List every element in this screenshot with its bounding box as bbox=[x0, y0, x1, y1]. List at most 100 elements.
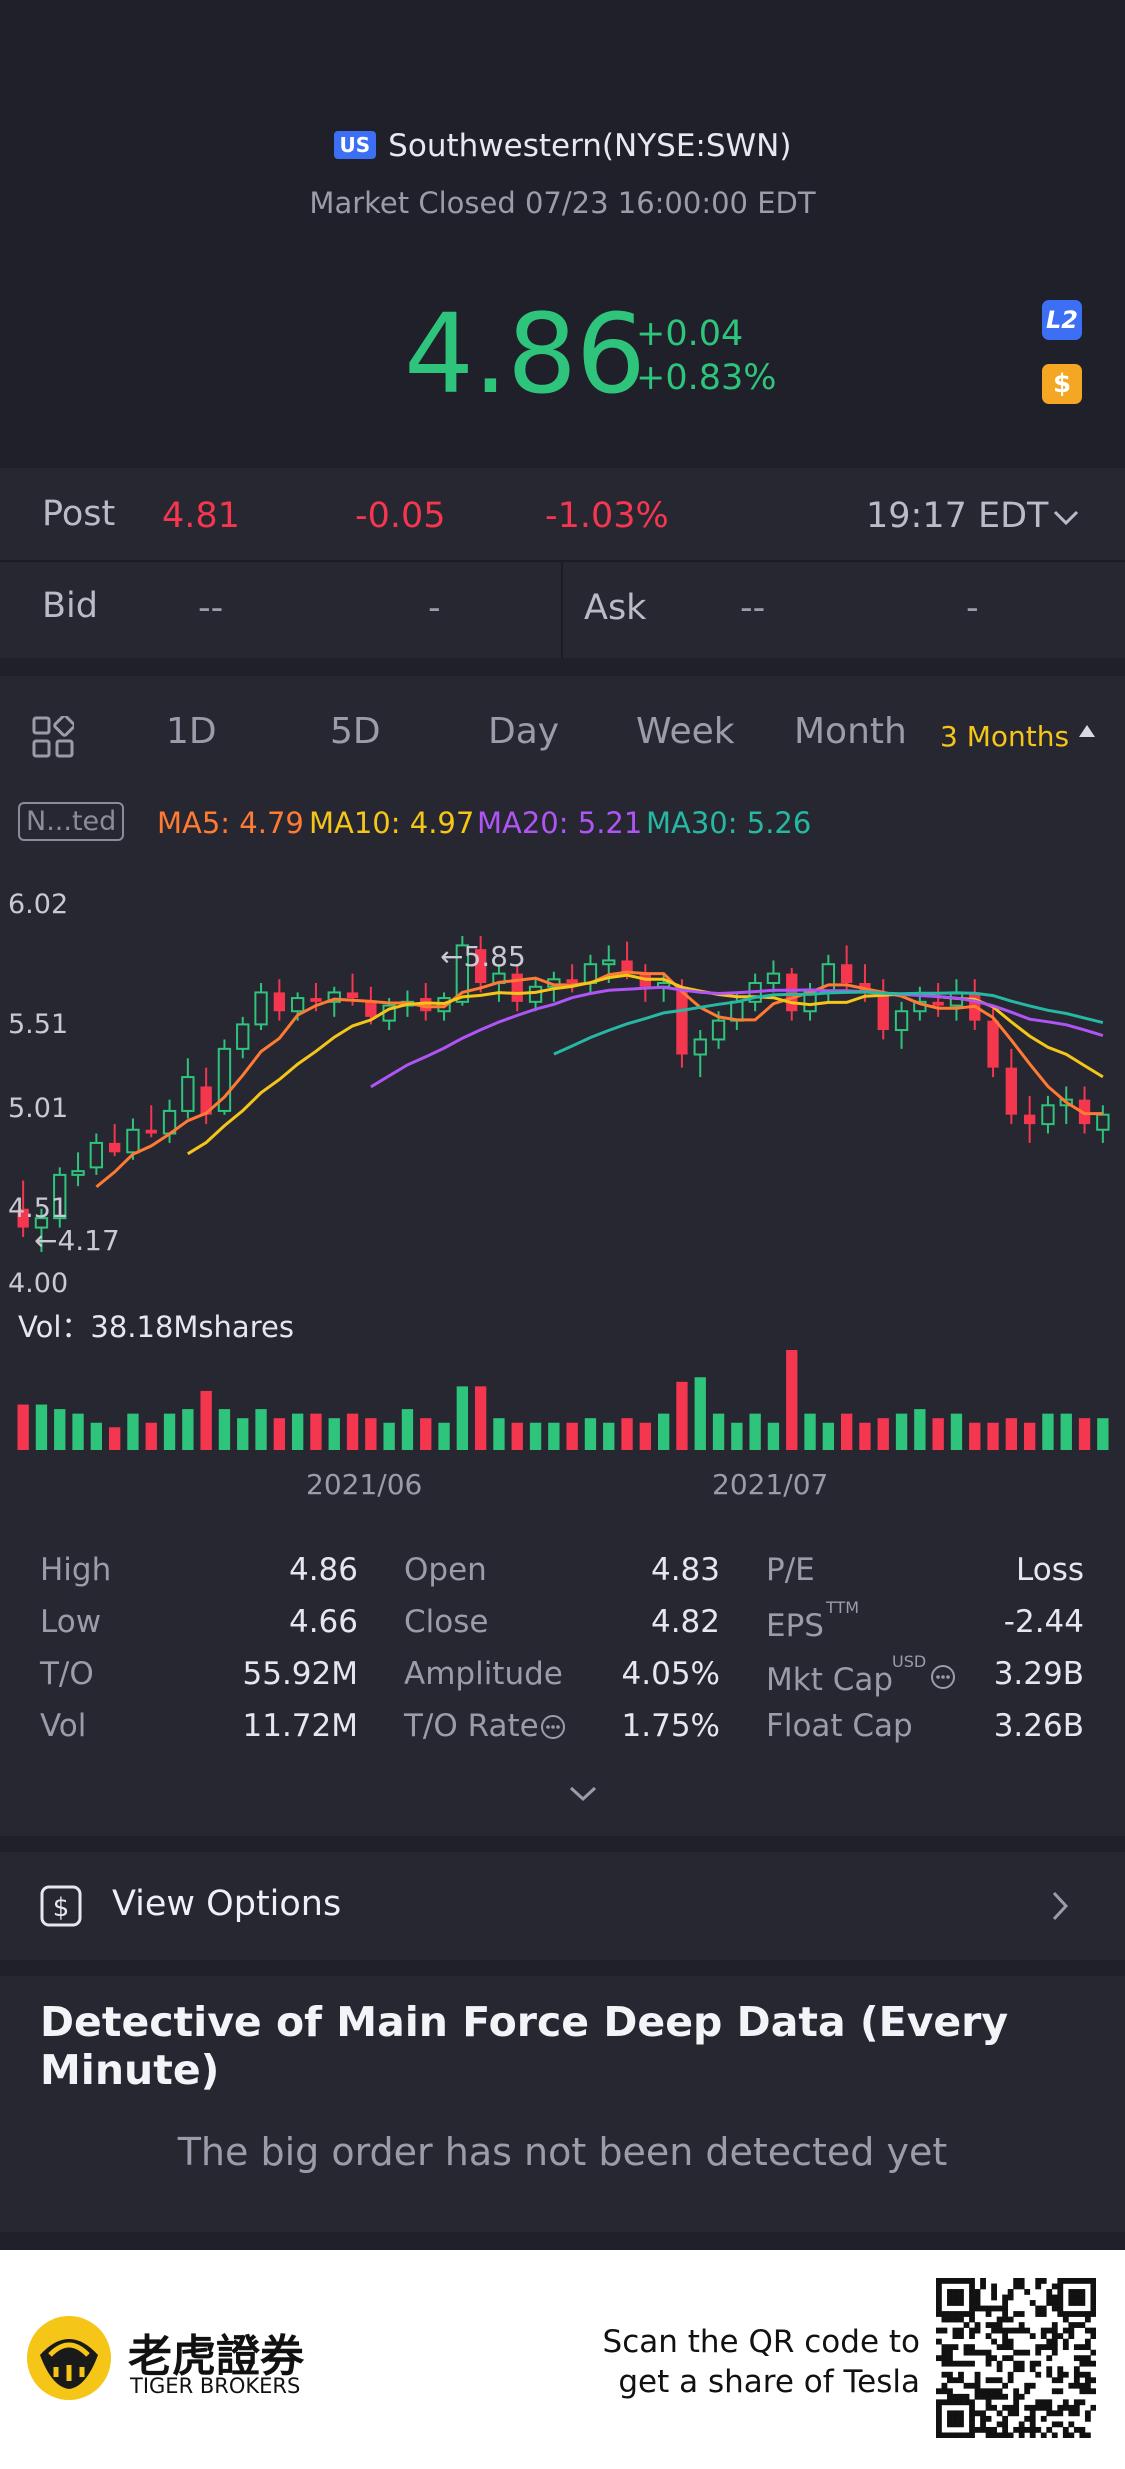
ma20-line bbox=[370, 985, 1104, 1089]
candle bbox=[217, 1039, 232, 1115]
volume-bar bbox=[877, 1418, 889, 1450]
stat-value-close: 4.82 bbox=[650, 1604, 720, 1640]
brand-cn: 老虎證券 bbox=[128, 2331, 304, 2382]
candle bbox=[254, 983, 268, 1031]
candle bbox=[273, 979, 286, 1021]
candle bbox=[932, 983, 944, 1017]
volume-bar bbox=[237, 1418, 249, 1450]
volume-bar bbox=[932, 1418, 944, 1450]
tab-1d[interactable]: 1D bbox=[166, 711, 217, 752]
candle bbox=[821, 954, 836, 1002]
post-change-pct: -1.03% bbox=[545, 496, 669, 536]
volume-bar bbox=[163, 1413, 176, 1450]
stat-label-pe: P/E bbox=[766, 1552, 815, 1588]
stat-label-eps: EPS bbox=[766, 1608, 824, 1644]
info-icon[interactable] bbox=[540, 1714, 566, 1740]
view-options-row[interactable]: $ View Options bbox=[0, 1852, 1125, 1960]
volume-bar bbox=[914, 1409, 926, 1450]
volume-label: Vol：38.18Mshares bbox=[18, 1310, 294, 1344]
eps-ttm-sup: TTM bbox=[826, 1598, 860, 1617]
expand-chevron-icon[interactable] bbox=[568, 1784, 598, 1804]
candle bbox=[53, 1167, 67, 1228]
volume-bar bbox=[291, 1413, 304, 1450]
volume-bar bbox=[731, 1422, 743, 1450]
volume-bar bbox=[767, 1422, 780, 1450]
candle bbox=[583, 954, 598, 993]
candle bbox=[89, 1133, 104, 1175]
volume-bar bbox=[1097, 1418, 1109, 1450]
grid-icon[interactable] bbox=[32, 716, 74, 758]
post-time[interactable]: 19:17 EDT bbox=[866, 496, 1049, 536]
info-icon[interactable] bbox=[930, 1664, 956, 1690]
chevron-right-icon[interactable] bbox=[1050, 1890, 1070, 1922]
volume-bar bbox=[657, 1413, 670, 1450]
candle bbox=[1023, 1095, 1036, 1143]
stat-label-low: Low bbox=[40, 1604, 102, 1640]
caret-up-icon[interactable] bbox=[1078, 724, 1096, 738]
tab-day[interactable]: Day bbox=[488, 711, 560, 752]
level2-badge[interactable]: L2 bbox=[1042, 300, 1082, 340]
promo-footer: 老虎證券 TIGER BROKERS Scan the QR code to g… bbox=[0, 2250, 1125, 2469]
candle bbox=[766, 960, 781, 993]
volume-bar bbox=[108, 1427, 121, 1450]
candle bbox=[639, 964, 652, 1002]
stat-label-amplitude: Amplitude bbox=[404, 1656, 563, 1692]
post-price: 4.81 bbox=[162, 496, 240, 536]
divider bbox=[0, 560, 1125, 562]
candle bbox=[1005, 1048, 1018, 1125]
volume-bar bbox=[749, 1413, 761, 1450]
tab-3-months[interactable]: 3 Months bbox=[940, 720, 1070, 753]
ma30-line bbox=[553, 990, 1104, 1056]
y-tick-4-51: 4.51 bbox=[8, 1193, 68, 1224]
ma20-label: MA20: 5.21 bbox=[477, 806, 643, 840]
candle bbox=[511, 964, 523, 1012]
divider bbox=[561, 562, 563, 658]
volume-bar bbox=[35, 1404, 48, 1450]
volume-bar bbox=[511, 1422, 523, 1450]
tab-month[interactable]: Month bbox=[794, 711, 907, 752]
stat-label-vol: Vol bbox=[40, 1708, 87, 1744]
volume-bar bbox=[1078, 1418, 1091, 1450]
tiger-logo-icon bbox=[27, 2316, 111, 2400]
volume-bar bbox=[438, 1422, 450, 1450]
candle bbox=[145, 1105, 157, 1138]
candle bbox=[108, 1124, 121, 1157]
dollar-icon: $ bbox=[40, 1885, 82, 1927]
tab-5d[interactable]: 5D bbox=[330, 711, 381, 752]
volume-bar bbox=[127, 1413, 139, 1450]
volume-bar bbox=[90, 1422, 103, 1450]
candle bbox=[181, 1058, 195, 1119]
volume-bar bbox=[676, 1381, 688, 1450]
stat-label-to-rate: T/O Rate bbox=[404, 1708, 539, 1744]
volume-bar bbox=[694, 1377, 706, 1450]
stat-label-close: Close bbox=[404, 1604, 489, 1640]
volume-bar bbox=[420, 1418, 432, 1450]
volume-bar bbox=[255, 1409, 267, 1450]
stat-value-low: 4.66 bbox=[288, 1604, 358, 1640]
stat-value-amplitude: 4.05% bbox=[621, 1656, 720, 1692]
x-tick-2021-06: 2021/06 bbox=[306, 1468, 422, 1501]
post-change: -0.05 bbox=[355, 496, 446, 536]
high-marker: ←5.85 bbox=[440, 940, 526, 973]
y-tick-6-02: 6.02 bbox=[8, 889, 68, 920]
tab-week[interactable]: Week bbox=[636, 711, 735, 752]
candlestick-chart[interactable]: 6.02 5.51 5.01 4.51 4.00 ←5.85 ←4.17 Vol… bbox=[0, 860, 1125, 1510]
volume-bar bbox=[383, 1422, 395, 1450]
volume-bar bbox=[346, 1413, 359, 1450]
volume-bar bbox=[621, 1418, 633, 1450]
ask-label: Ask bbox=[584, 588, 647, 628]
volume-bar bbox=[786, 1350, 798, 1450]
indicator-badge[interactable]: N...ted bbox=[18, 802, 125, 841]
dollar-badge[interactable]: $ bbox=[1042, 364, 1082, 404]
volume-bar bbox=[566, 1422, 578, 1450]
chevron-down-icon[interactable] bbox=[1052, 508, 1080, 528]
stat-value-to: 55.92M bbox=[242, 1656, 359, 1692]
ask-value: -- bbox=[740, 588, 766, 628]
stat-label-high: High bbox=[40, 1552, 112, 1588]
volume-bar bbox=[17, 1404, 29, 1450]
volume-bar bbox=[895, 1413, 908, 1450]
volume-bar bbox=[200, 1390, 212, 1450]
ask-size: - bbox=[966, 588, 979, 628]
view-options-label: View Options bbox=[112, 1884, 342, 1924]
stat-label-open: Open bbox=[404, 1552, 487, 1588]
